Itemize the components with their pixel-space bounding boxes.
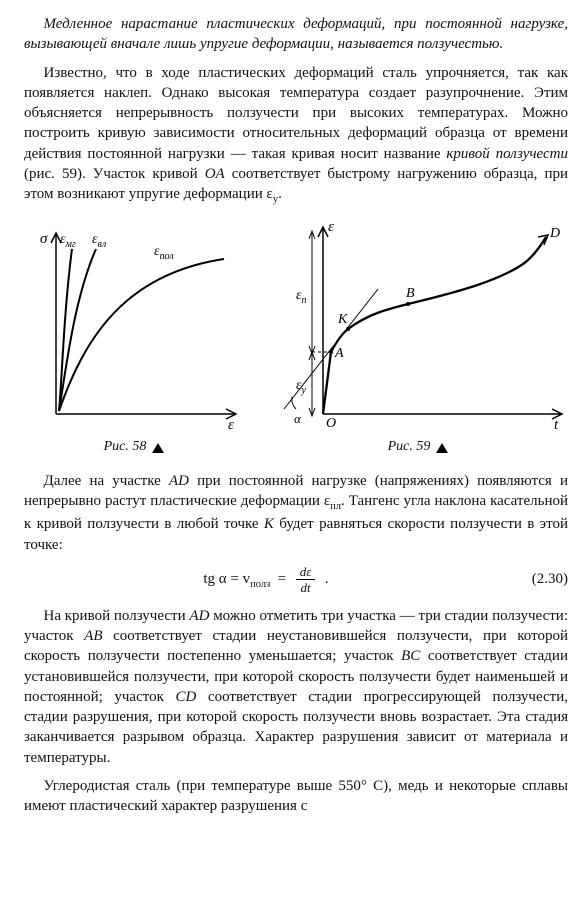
fig59-caption-row: Рис. 59: [388, 438, 449, 457]
triangle-marker-icon: [152, 443, 164, 453]
fig58-emg-sub: мг: [65, 239, 76, 250]
fig59-epsp-sub: п: [302, 295, 307, 306]
fig59-A: A: [334, 346, 344, 361]
p4a: На кривой ползучести: [44, 608, 190, 624]
p2-dot: .: [278, 186, 282, 202]
para-2: Известно, что в ходе пластических деформ…: [24, 63, 568, 208]
para-3: Далее на участке AD при постоянной нагру…: [24, 471, 568, 555]
p4-AB: AB: [84, 628, 102, 644]
fig59-B: B: [406, 286, 415, 301]
p4-CD: CD: [176, 689, 197, 705]
p2-curve-term: кривой ползу­чести: [446, 146, 568, 162]
para-4: На кривой ползучести AD можно отметить т…: [24, 606, 568, 768]
fig58-caption-row: Рис. 58: [104, 438, 165, 457]
eq-lhs-sub: полз: [250, 579, 270, 590]
svg-text:εу: εу: [296, 378, 307, 396]
p4-AD: AD: [189, 608, 209, 624]
fig59-O: O: [326, 416, 336, 431]
fig58-eps: ε: [228, 417, 234, 433]
page: Медленное нарастание пластических деформ…: [0, 0, 588, 834]
p5-text: Углеродистая сталь (при температуре выше…: [24, 778, 568, 814]
fig58-evl-sub: вл: [98, 239, 107, 250]
p2b: (рис. 59). Участок кривой: [24, 166, 205, 182]
eq-num: dε: [296, 565, 316, 580]
fig58-svg: σ ε εмг εвл εпол: [24, 219, 244, 434]
eq-den: dt: [296, 580, 316, 594]
svg-text:εпол: εпол: [154, 244, 174, 262]
fig59-alpha: α: [294, 411, 302, 426]
eq-lhs: tg α = v: [203, 571, 250, 587]
svg-text:εмг: εмг: [60, 232, 76, 250]
triangle-marker-icon: [436, 443, 448, 453]
p3a: Далее на участке: [44, 473, 169, 489]
fig59-svg: ε t O A K B D α εп εу: [268, 219, 568, 434]
fig59-eps-axis: ε: [328, 219, 334, 235]
fig59-epsy-sub: у: [301, 385, 307, 396]
para-5: Углеродистая сталь (при температуре выше…: [24, 776, 568, 817]
fig59-K: K: [337, 312, 348, 327]
figures-row: σ ε εмг εвл εпол Рис. 58: [24, 219, 568, 457]
fig59-D: D: [549, 226, 560, 241]
fig59-t-axis: t: [554, 417, 559, 433]
p3-AD: AD: [169, 473, 189, 489]
svg-text:εп: εп: [296, 288, 307, 306]
fig58-epol-sub: пол: [160, 251, 175, 262]
p3-K: K: [264, 516, 274, 532]
eq-fraction: dε dt: [296, 565, 316, 594]
figure-58: σ ε εмг εвл εпол Рис. 58: [24, 219, 244, 457]
equation-row: tg α = vполз = dε dt . (2.30): [24, 565, 568, 594]
p4-BC: BC: [401, 648, 420, 664]
p1-text: Медленное нарастание пластических деформ…: [24, 16, 568, 52]
svg-text:εвл: εвл: [92, 232, 107, 250]
fig59-caption: Рис. 59: [388, 438, 431, 457]
fig58-sigma: σ: [40, 231, 48, 247]
para-definition: Медленное нарастание пластических деформ…: [24, 14, 568, 55]
figure-59: ε t O A K B D α εп εу Рис. 59: [268, 219, 568, 457]
p2-OA: OA: [205, 166, 225, 182]
equation-number: (2.30): [508, 569, 568, 589]
fig58-caption: Рис. 58: [104, 438, 147, 457]
equation-body: tg α = vполз = dε dt .: [24, 565, 508, 594]
p3-sub-pl: пл: [330, 501, 341, 512]
